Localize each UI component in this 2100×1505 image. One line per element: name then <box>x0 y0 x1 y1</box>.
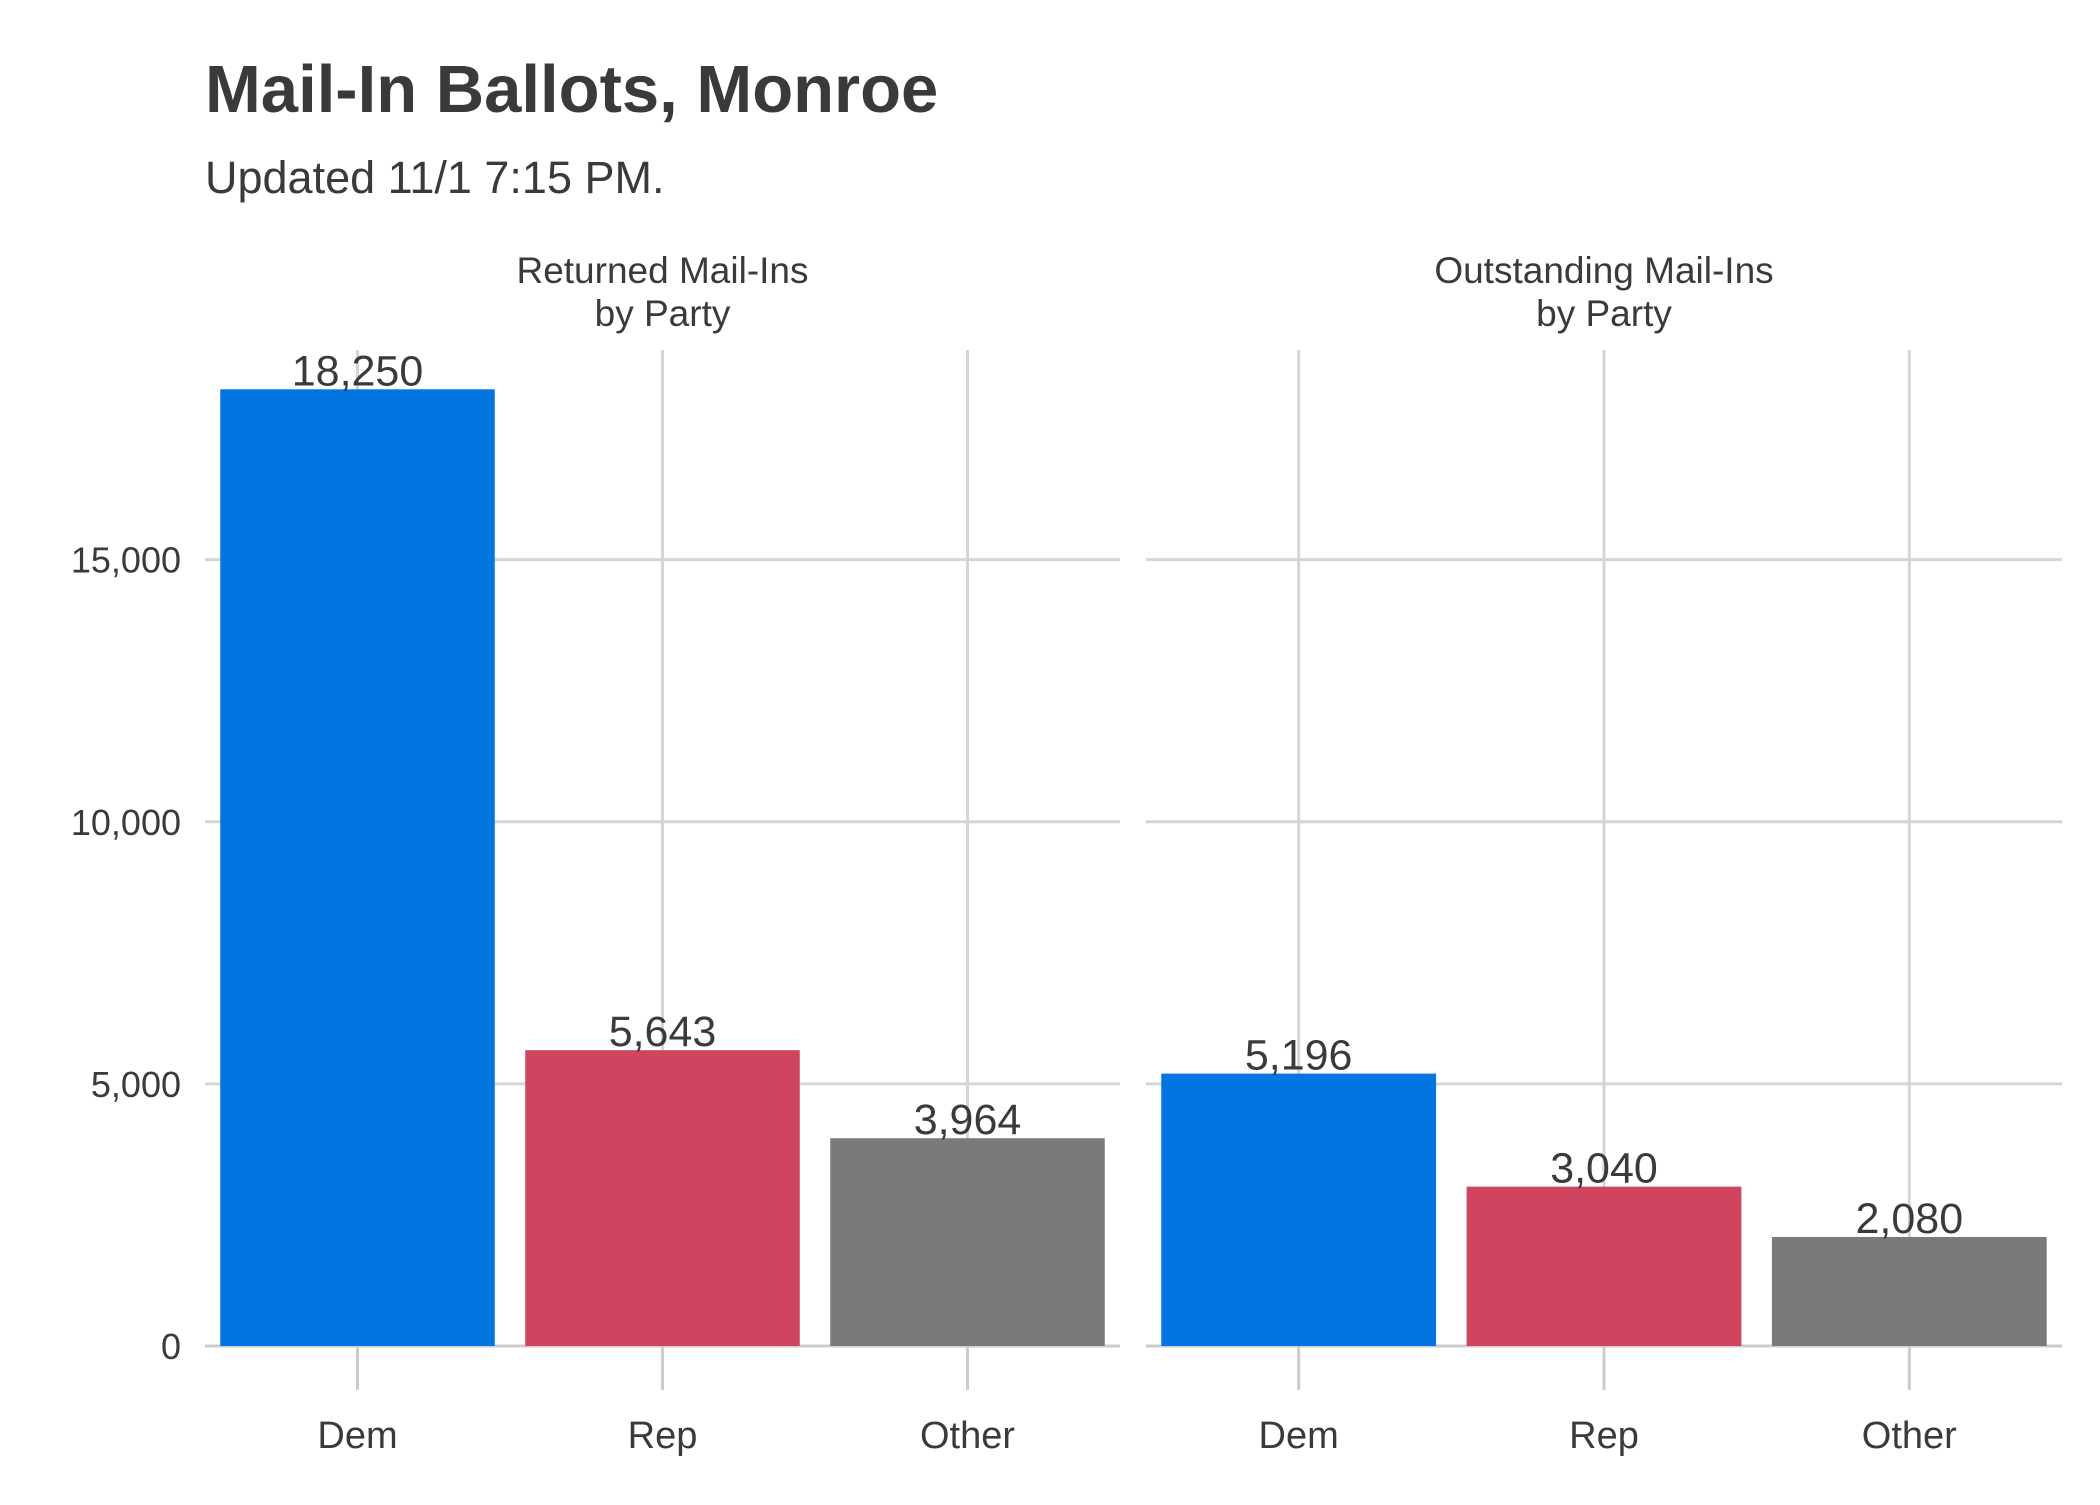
bar-value-label: 5,643 <box>609 1008 717 1056</box>
bar-rep <box>1466 1186 1742 1346</box>
y-tick-label: 0 <box>161 1326 181 1367</box>
y-tick-label: 5,000 <box>91 1064 181 1105</box>
bar-other <box>1771 1236 2047 1346</box>
x-tick-label: Rep <box>1569 1415 1639 1457</box>
x-tick-label: Other <box>920 1415 1015 1457</box>
chart-subtitle: Updated 11/1 7:15 PM. <box>205 152 664 203</box>
y-tick-label: 15,000 <box>71 540 181 581</box>
chart-title: Mail-In Ballots, Monroe <box>205 52 938 127</box>
bar-other <box>830 1138 1105 1346</box>
bar-dem <box>1161 1073 1437 1346</box>
bar-value-label: 3,964 <box>914 1096 1022 1144</box>
bar-value-label: 3,040 <box>1550 1145 1658 1193</box>
x-tick-label: Dem <box>317 1415 397 1457</box>
bar-value-label: 2,080 <box>1856 1195 1964 1243</box>
x-tick-label: Dem <box>1259 1415 1339 1457</box>
bar-value-label: 5,196 <box>1245 1032 1353 1080</box>
y-tick-label: 10,000 <box>71 802 181 843</box>
x-tick-label: Other <box>1862 1415 1957 1457</box>
facet-title: by Party <box>595 293 731 334</box>
bar-rep <box>525 1050 800 1346</box>
facet-title: Returned Mail-Ins <box>516 250 808 291</box>
facet-title: Outstanding Mail-Ins <box>1434 250 1773 291</box>
facet-title: by Party <box>1536 293 1672 334</box>
bar-value-label: 18,250 <box>292 347 424 395</box>
x-tick-label: Rep <box>628 1415 698 1457</box>
bar-dem <box>220 389 495 1346</box>
